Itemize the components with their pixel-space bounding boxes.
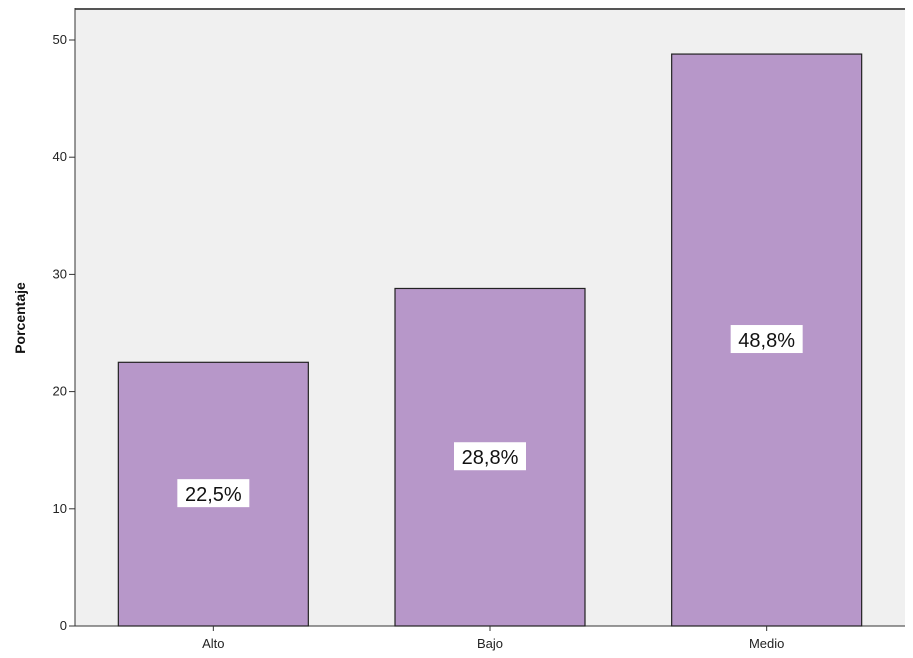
data-label-box	[177, 479, 250, 508]
x-category-label: Medio	[749, 636, 784, 651]
bars: 22,5% 28,8% 48,8%	[117, 53, 863, 627]
y-tick-label: 0	[60, 618, 67, 633]
y-axis-title: Porcentaje	[12, 282, 28, 354]
data-label-box	[454, 442, 526, 471]
data-label: 48,8%	[738, 330, 795, 352]
data-label: 28,8%	[462, 447, 519, 469]
y-tick-label: 30	[53, 266, 67, 281]
x-category-label: Bajo	[477, 636, 503, 651]
y-tick-label: 40	[53, 149, 67, 164]
y-ticks: 0 10 20 30 40 50	[53, 32, 75, 633]
y-tick-label: 10	[53, 501, 67, 516]
x-tick-labels: Alto Bajo Medio	[202, 626, 784, 651]
data-label-box	[730, 325, 803, 354]
y-tick-label: 50	[53, 32, 67, 47]
data-label: 22,5%	[185, 484, 242, 506]
y-tick-label: 20	[53, 384, 67, 399]
x-category-label: Alto	[202, 636, 224, 651]
